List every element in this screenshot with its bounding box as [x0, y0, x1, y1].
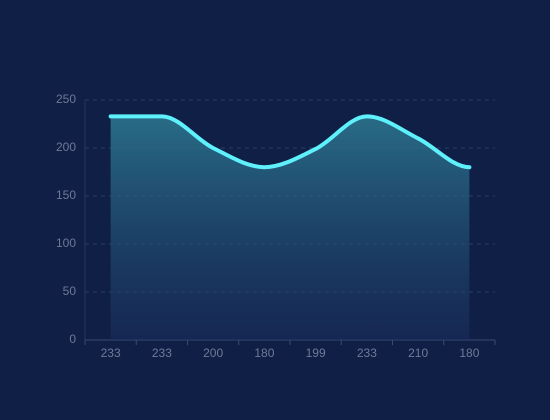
x-tick-label: 233 [101, 346, 121, 360]
y-tick-label: 150 [56, 188, 76, 202]
x-tick-label: 233 [152, 346, 172, 360]
x-tick-label: 210 [408, 346, 428, 360]
x-tick-label: 200 [203, 346, 223, 360]
area [110, 116, 470, 340]
x-tick-label: 199 [306, 346, 326, 360]
y-tick-label: 0 [69, 332, 76, 346]
x-tick-label: 180 [459, 346, 479, 360]
x-tick-label: 233 [357, 346, 377, 360]
y-tick-label: 250 [56, 92, 76, 106]
line [108, 114, 472, 170]
x-tick-label: 180 [254, 346, 274, 360]
y-tick-label: 50 [63, 284, 77, 298]
y-tick-label: 200 [56, 140, 76, 154]
y-tick-label: 100 [56, 236, 76, 250]
